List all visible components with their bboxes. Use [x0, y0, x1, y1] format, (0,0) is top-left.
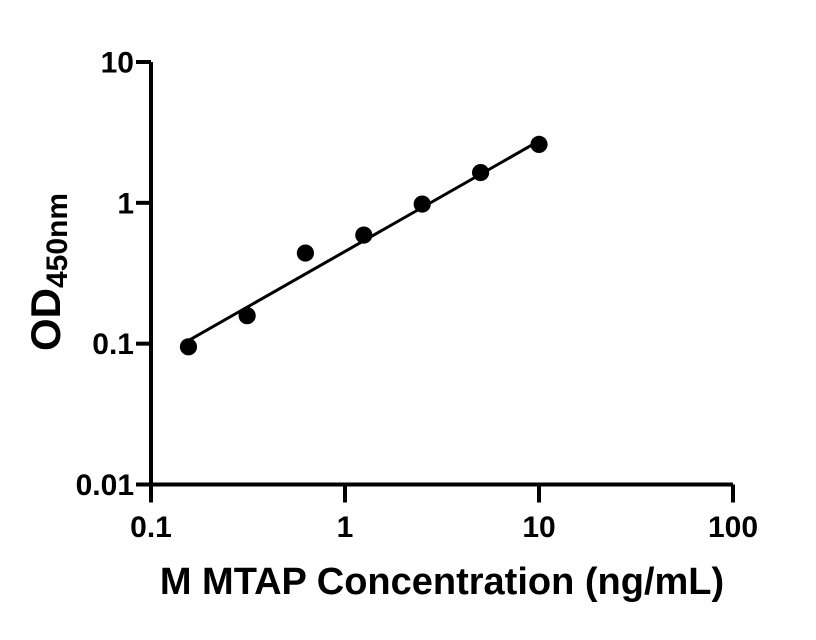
data-point	[472, 163, 490, 182]
y-axis-tick-label: 10	[101, 47, 134, 80]
x-axis-tick-label: 10	[522, 511, 555, 544]
axis-frame	[149, 62, 733, 487]
data-point	[530, 135, 548, 153]
x-axis-tick-label: 0.1	[130, 511, 172, 544]
y-axis-tick-label: 0.1	[92, 328, 134, 361]
x-axis-tick-label: 1	[337, 511, 354, 544]
y-axis-title: OD450nm	[22, 193, 74, 352]
y-axis-tick-label: 1	[117, 187, 134, 220]
y-axis-title-main: OD	[22, 288, 69, 352]
x-axis-title: M MTAP Concentration (ng/mL)	[159, 561, 725, 603]
y-axis-tick-label: 0.01	[76, 469, 134, 502]
data-point	[179, 338, 198, 356]
data-point	[296, 244, 315, 262]
data-point	[413, 195, 431, 213]
x-axis-tick-label: 100	[708, 511, 758, 544]
y-axis-title-subscript: 450nm	[41, 192, 74, 289]
data-point	[355, 226, 373, 244]
data-point	[238, 307, 256, 325]
